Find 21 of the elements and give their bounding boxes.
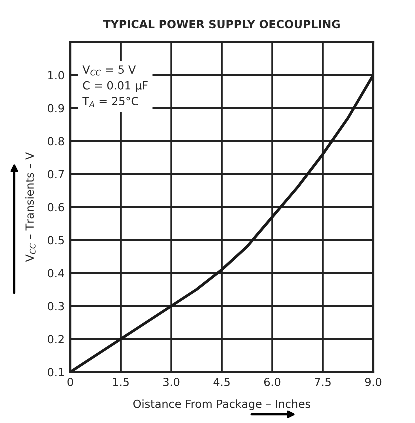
x-axis-title: Oistance From Package – Inches — [134, 400, 311, 410]
y-tick-label: 0.4 — [48, 269, 64, 278]
y-tick-label: 0.1 — [48, 368, 64, 377]
y-tick-label: 0.8 — [48, 137, 64, 146]
chart-title: TYPICAL POWER SUPPLY OECOUPLING — [103, 20, 340, 29]
y-tick-label: 1.0 — [48, 71, 64, 80]
annotation: V$_{CC}$ = 5 V C = 0.01 µF T$_{A}$ = 25°C — [82, 66, 148, 108]
y-tick-label: 0.3 — [48, 302, 64, 311]
y-tick-label: 0.2 — [48, 335, 64, 344]
x-tick-label: 6.0 — [264, 378, 281, 386]
x-tick-label: 0 — [68, 378, 74, 386]
y-tick-label: 0.5 — [48, 236, 64, 245]
x-tick-label: 3.0 — [164, 378, 180, 386]
x-tick-label: 7.5 — [315, 378, 331, 386]
y-axis-title: V$_{CC}$ – Transients – V — [25, 152, 36, 262]
x-tick-label: 9.0 — [365, 378, 382, 386]
y-tick-label: 0.6 — [48, 203, 64, 212]
y-tick-label: 0.9 — [48, 104, 64, 113]
y-tick-label: 0.7 — [48, 170, 64, 179]
x-tick-label: 1.5 — [113, 378, 129, 386]
x-tick-label: 4.5 — [214, 378, 230, 386]
